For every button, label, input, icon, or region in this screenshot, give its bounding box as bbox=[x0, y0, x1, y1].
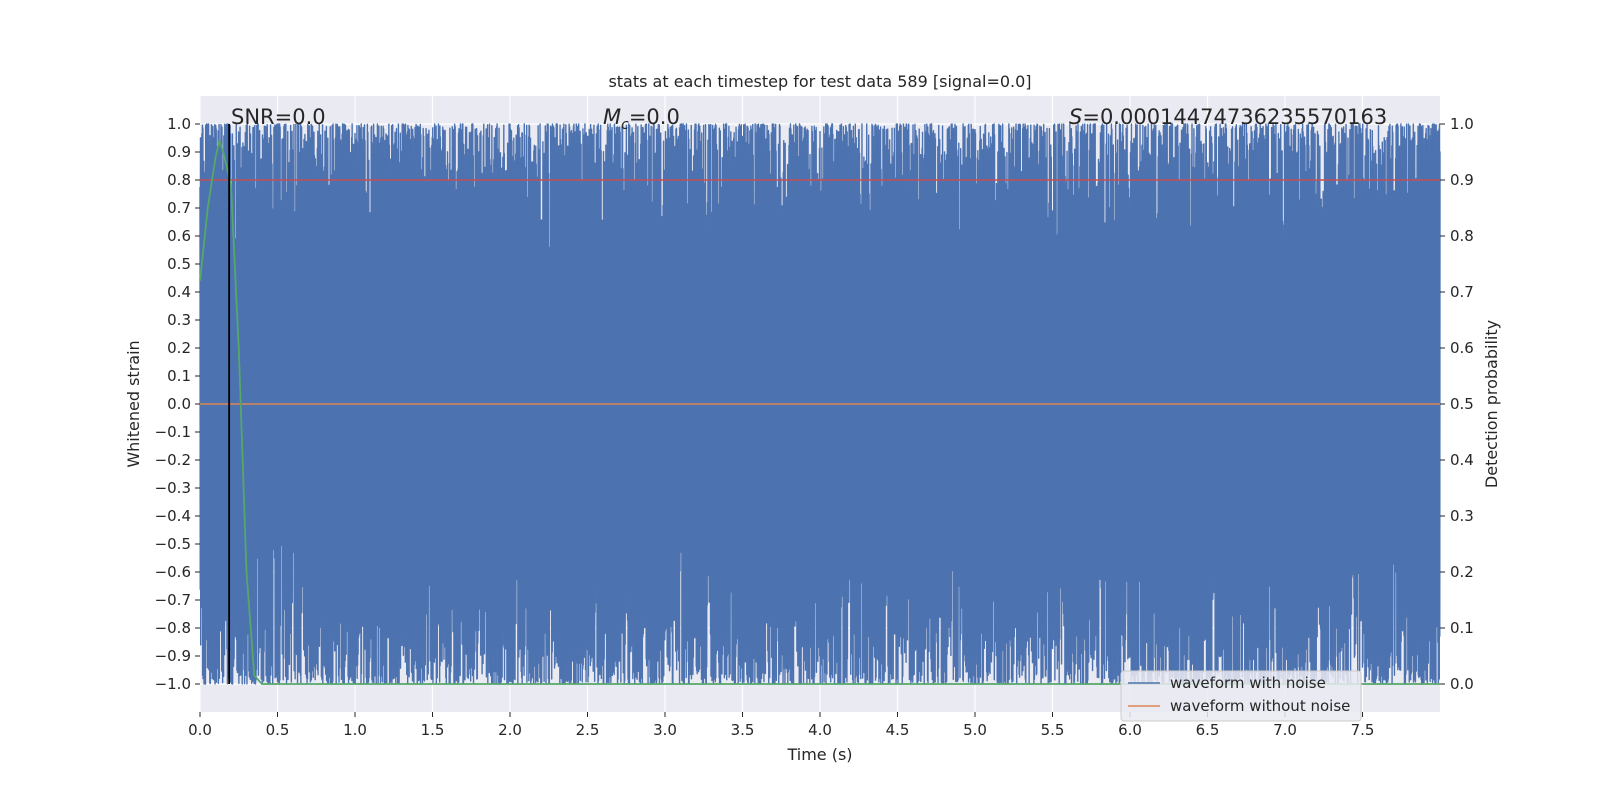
x-tick-label: 4.5 bbox=[886, 721, 910, 739]
y2-tick-label: 0.2 bbox=[1450, 563, 1474, 581]
legend-label-noise: waveform with noise bbox=[1170, 674, 1326, 692]
y-tick-label: 0.0 bbox=[167, 395, 191, 413]
x-tick-label: 3.0 bbox=[653, 721, 677, 739]
y-tick-label: −0.1 bbox=[155, 423, 191, 441]
y2-tick-label: 1.0 bbox=[1450, 115, 1474, 133]
annotation-snr: SNR=0.0 bbox=[231, 105, 326, 129]
axes: 0.0 0.5 1.0 1.5 2.0 2.5 3.0 3.5 4.0 4.5 5.0 5.5 6.0 6… bbox=[155, 115, 1474, 739]
annotation-mc-symbol: M bbox=[603, 105, 621, 129]
legend-box bbox=[1120, 670, 1362, 722]
legend: waveform with noise waveform without noi… bbox=[1120, 670, 1362, 722]
y-tick-label: −0.4 bbox=[155, 507, 191, 525]
x-tick-label: 4.0 bbox=[808, 721, 832, 739]
y-tick-label: 0.3 bbox=[167, 311, 191, 329]
x-tick-label: 7.5 bbox=[1351, 721, 1375, 739]
x-tick-label: 3.5 bbox=[731, 721, 755, 739]
y2-tick-label: 0.4 bbox=[1450, 451, 1474, 469]
y-tick-label: −0.6 bbox=[155, 563, 191, 581]
y-tick-label: −0.2 bbox=[155, 451, 191, 469]
x-tick-label: 1.0 bbox=[343, 721, 367, 739]
x-tick-label: 2.0 bbox=[498, 721, 522, 739]
x-tick-label: 0.5 bbox=[266, 721, 290, 739]
legend-label-clean: waveform without noise bbox=[1170, 697, 1350, 715]
y-tick-label: 0.1 bbox=[167, 367, 191, 385]
annotation-s-symbol: S bbox=[1069, 105, 1082, 129]
y-tick-label: −0.9 bbox=[155, 647, 191, 665]
annotation-s: S=0.00014474736235570163 bbox=[1069, 105, 1387, 129]
x-tick-label: 2.5 bbox=[576, 721, 600, 739]
y-tick-label: −1.0 bbox=[155, 675, 191, 693]
y2-tick-label: 0.9 bbox=[1450, 171, 1474, 189]
x-tick-label: 0.0 bbox=[188, 721, 212, 739]
y-tick-label: 0.2 bbox=[167, 339, 191, 357]
y2-tick-label: 0.5 bbox=[1450, 395, 1474, 413]
x-tick-label: 6.5 bbox=[1196, 721, 1220, 739]
series-detection-probability bbox=[199, 139, 1440, 685]
y-tick-label: 0.6 bbox=[167, 227, 191, 245]
x-tick-label: 1.5 bbox=[421, 721, 445, 739]
y2-tick-label: 0.0 bbox=[1450, 675, 1474, 693]
y-tick-label: −0.3 bbox=[155, 479, 191, 497]
y2-tick-label: 0.6 bbox=[1450, 339, 1474, 357]
y-tick-label: −0.5 bbox=[155, 535, 191, 553]
y2-tick-label: 0.8 bbox=[1450, 227, 1474, 245]
y2-axis-label: Detection probability bbox=[1482, 320, 1501, 488]
y2-tick-label: 0.3 bbox=[1450, 507, 1474, 525]
x-tick-label: 5.0 bbox=[963, 721, 987, 739]
x-axis-label: Time (s) bbox=[786, 745, 852, 764]
x-tick-label: 5.5 bbox=[1041, 721, 1065, 739]
annotation-s-value: =0.00014474736235570163 bbox=[1082, 105, 1387, 129]
y-axis-label: Whitened strain bbox=[124, 340, 143, 467]
y-tick-label: 1.0 bbox=[167, 115, 191, 133]
annotation-mc: Mc=0.0 bbox=[603, 105, 680, 133]
y-tick-label: −0.7 bbox=[155, 591, 191, 609]
y2-tick-label: 0.1 bbox=[1450, 619, 1474, 637]
y-tick-label: −0.8 bbox=[155, 619, 191, 637]
y2-tick-label: 0.7 bbox=[1450, 283, 1474, 301]
x-tick-label: 7.0 bbox=[1273, 721, 1297, 739]
series-layer bbox=[199, 123, 1441, 685]
y-tick-label: 0.4 bbox=[167, 283, 191, 301]
y-tick-label: 0.7 bbox=[167, 199, 191, 217]
y-tick-label: 0.9 bbox=[167, 143, 191, 161]
chart-title: stats at each timestep for test data 589… bbox=[608, 72, 1031, 91]
y-tick-label: 0.5 bbox=[167, 255, 191, 273]
y-tick-label: 0.8 bbox=[167, 171, 191, 189]
annotation-mc-subscript: c bbox=[621, 117, 629, 133]
annotation-mc-value: =0.0 bbox=[629, 105, 680, 129]
series-waveform-with-noise bbox=[199, 123, 1441, 685]
x-tick-label: 6.0 bbox=[1118, 721, 1142, 739]
